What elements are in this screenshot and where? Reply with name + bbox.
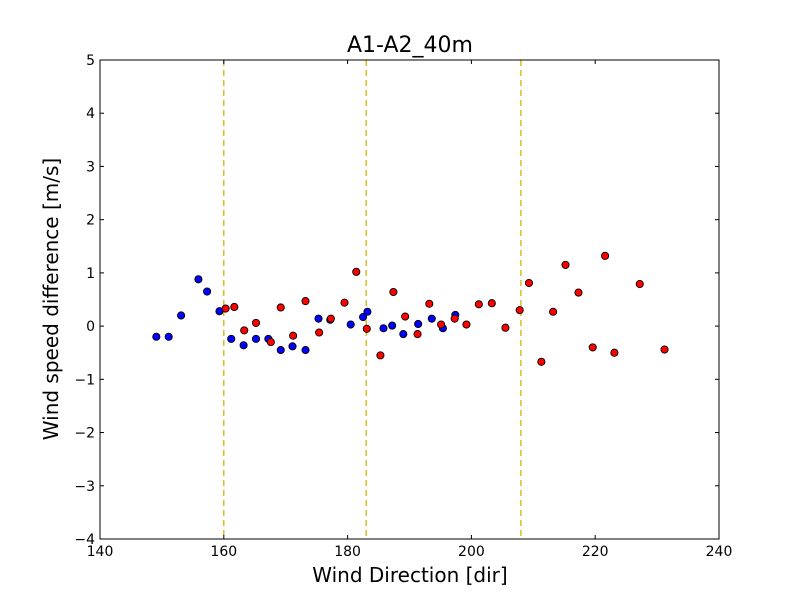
point-s1-16: [413, 330, 422, 339]
point-s1-10: [340, 298, 349, 307]
point-s1-28: [561, 260, 570, 269]
y-tick-label: −1: [74, 372, 95, 388]
point-s1-14: [389, 287, 398, 297]
point-s1-20: [462, 320, 471, 329]
point-s0-11: [288, 342, 297, 351]
point-s1-31: [601, 251, 610, 260]
y-tick-label: −4: [74, 532, 95, 548]
point-s0-13: [314, 314, 323, 323]
x-tick-label: 160: [210, 544, 237, 560]
point-s1-6: [289, 331, 298, 340]
point-s0-16: [359, 313, 368, 322]
point-s0-10: [276, 346, 285, 355]
point-s1-17: [425, 299, 434, 308]
point-s1-30: [588, 343, 597, 352]
axis-ticks: 140 160 180 200 220 240 −4 −3 −2 −1 0 1 2 3 4 5: [74, 53, 732, 560]
point-s1-8: [315, 328, 324, 337]
y-tick-label: 3: [86, 159, 95, 175]
point-s0-7: [239, 341, 248, 350]
point-s1-24: [515, 306, 524, 315]
point-s1-12: [362, 324, 371, 333]
y-axis-label: Wind speed difference [m/s]: [39, 158, 63, 440]
point-s1-34: [660, 345, 669, 354]
point-s0-22: [427, 314, 436, 323]
point-s0-18: [379, 324, 388, 333]
point-s1-25: [524, 278, 534, 288]
point-s1-15: [401, 312, 410, 321]
x-axis-label: Wind Direction [dir]: [312, 563, 507, 587]
point-s1-33: [635, 280, 644, 289]
point-s0-8: [251, 334, 261, 343]
point-s1-19: [450, 314, 459, 323]
y-tick-label: 0: [86, 319, 95, 335]
point-s0-6: [227, 334, 236, 343]
y-tick-label: −3: [74, 479, 95, 495]
point-s1-11: [352, 267, 361, 276]
point-s0-20: [399, 330, 408, 339]
point-s1-13: [376, 351, 385, 360]
x-tick-label: 240: [706, 544, 733, 560]
plot-frame: [99, 59, 720, 540]
point-s1-0: [221, 304, 230, 313]
x-tick-label: 200: [458, 544, 485, 560]
point-s0-21: [414, 319, 423, 329]
point-s1-7: [301, 297, 310, 306]
y-tick-label: 5: [86, 53, 95, 69]
point-s1-23: [501, 323, 510, 332]
point-s0-17: [363, 307, 372, 316]
point-s1-5: [276, 303, 285, 312]
point-s1-27: [549, 307, 558, 316]
x-tick-label: 220: [582, 544, 609, 560]
point-s1-2: [240, 326, 249, 335]
point-s0-2: [177, 311, 186, 320]
point-s1-3: [251, 318, 261, 327]
chart-title: A1-A2_40m: [347, 33, 473, 58]
point-s1-18: [437, 320, 446, 329]
y-tick-label: 2: [86, 213, 95, 229]
point-s1-1: [230, 302, 239, 312]
point-s0-0: [152, 332, 161, 341]
x-tick-label: 180: [334, 544, 361, 560]
point-s1-4: [266, 338, 275, 347]
point-s0-19: [388, 321, 397, 330]
plot-area: [152, 60, 669, 539]
point-s0-15: [346, 320, 355, 329]
y-tick-label: 4: [86, 106, 95, 122]
point-s1-22: [487, 299, 496, 308]
point-s0-12: [301, 346, 310, 355]
point-s0-3: [194, 275, 203, 284]
point-s1-32: [610, 348, 619, 357]
point-s1-9: [326, 314, 335, 323]
point-s1-29: [574, 288, 583, 297]
x-tick-label: 140: [87, 544, 114, 560]
point-s1-21: [474, 300, 483, 309]
point-s0-1: [164, 332, 173, 341]
y-tick-label: 1: [86, 266, 95, 282]
point-s1-26: [537, 357, 546, 366]
y-tick-label: −2: [74, 426, 95, 442]
point-s0-4: [203, 287, 212, 296]
